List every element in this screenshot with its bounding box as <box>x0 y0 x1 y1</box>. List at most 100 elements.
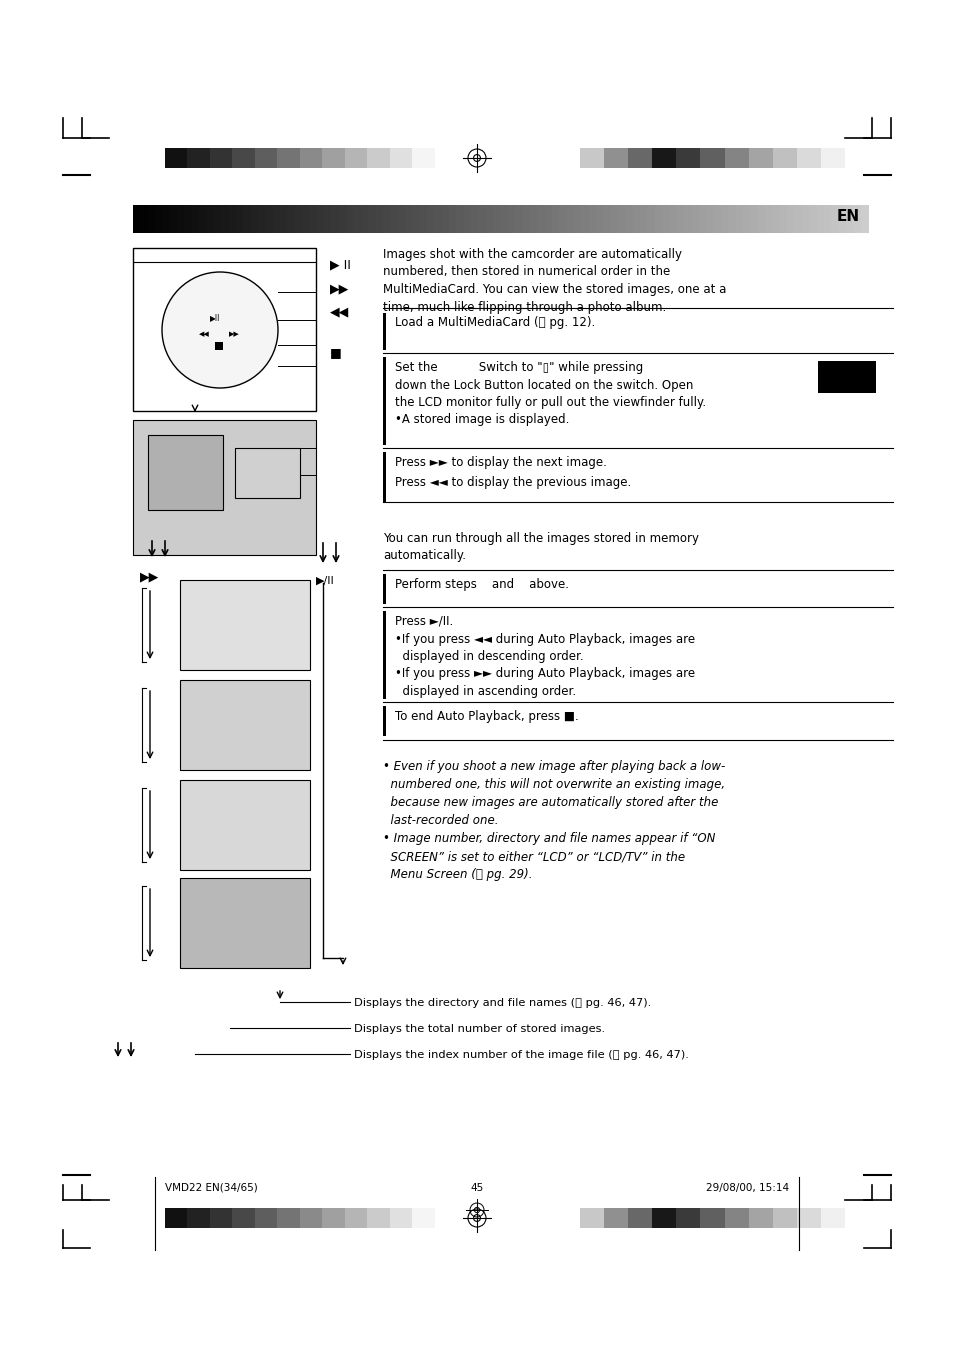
Text: Displays the directory and file names (␃ pg. 46, 47).: Displays the directory and file names (␃… <box>354 998 651 1008</box>
Bar <box>579 149 604 168</box>
Bar <box>852 205 861 232</box>
Text: To end Auto Playback, press ■.: To end Auto Playback, press ■. <box>395 711 578 723</box>
Bar <box>234 449 299 499</box>
Bar <box>210 149 233 168</box>
Bar <box>816 205 824 232</box>
Bar <box>699 205 706 232</box>
Text: Press ►/II.
•If you press ◄◄ during Auto Playback, images are
  displayed in des: Press ►/II. •If you press ◄◄ during Auto… <box>395 615 695 698</box>
Bar <box>647 205 655 232</box>
Bar <box>627 1208 652 1228</box>
Bar <box>700 1208 724 1228</box>
Bar <box>390 205 398 232</box>
Bar <box>170 205 178 232</box>
Circle shape <box>162 272 277 388</box>
Bar <box>322 149 345 168</box>
Bar <box>618 205 626 232</box>
Bar <box>772 149 797 168</box>
Bar <box>796 149 821 168</box>
Bar <box>322 1208 345 1228</box>
Bar <box>838 205 846 232</box>
Bar <box>691 205 700 232</box>
Bar <box>367 1208 390 1228</box>
Bar <box>801 205 809 232</box>
Bar <box>180 580 310 670</box>
Bar <box>165 149 188 168</box>
Bar <box>796 1208 821 1228</box>
Text: ◀◀: ◀◀ <box>198 331 209 336</box>
Text: VMD22 EN(34/65): VMD22 EN(34/65) <box>165 1183 257 1193</box>
Bar <box>375 205 383 232</box>
Text: ▶▶: ▶▶ <box>140 570 159 584</box>
Bar <box>287 205 295 232</box>
Bar <box>199 205 208 232</box>
Text: Set the           Switch to "▯" while pressing
down the Lock Button located on t: Set the Switch to "▯" while pressing dow… <box>395 361 705 427</box>
Bar <box>309 205 317 232</box>
Bar <box>713 205 721 232</box>
Bar <box>427 205 435 232</box>
Bar <box>233 1208 255 1228</box>
Bar <box>639 205 648 232</box>
Bar <box>742 205 751 232</box>
Bar <box>188 149 211 168</box>
Bar <box>404 205 413 232</box>
Bar <box>580 205 589 232</box>
Bar <box>254 149 277 168</box>
Bar <box>485 205 494 232</box>
Bar <box>434 205 442 232</box>
Bar <box>265 205 274 232</box>
Bar <box>277 149 300 168</box>
Bar <box>748 1208 773 1228</box>
Bar <box>786 205 795 232</box>
Bar <box>661 205 670 232</box>
Bar <box>817 361 875 393</box>
Bar <box>302 205 310 232</box>
Bar <box>808 205 817 232</box>
Text: EN: EN <box>836 209 859 224</box>
Bar <box>132 420 315 555</box>
Bar <box>625 205 633 232</box>
Bar <box>233 149 255 168</box>
Bar <box>735 205 743 232</box>
Bar <box>132 205 141 232</box>
Bar <box>727 205 736 232</box>
Bar <box>515 205 523 232</box>
Bar <box>544 205 553 232</box>
Bar <box>165 1208 188 1228</box>
Bar <box>221 205 230 232</box>
Bar <box>627 149 652 168</box>
Bar <box>277 1208 300 1228</box>
Bar <box>162 205 171 232</box>
Bar <box>779 205 787 232</box>
Bar <box>500 205 508 232</box>
Bar <box>683 205 692 232</box>
Bar <box>390 149 413 168</box>
Bar <box>367 149 390 168</box>
Bar <box>676 1208 700 1228</box>
Bar <box>654 205 662 232</box>
Bar <box>830 205 839 232</box>
Bar <box>552 205 559 232</box>
Bar <box>180 680 310 770</box>
Bar <box>764 205 773 232</box>
Bar <box>382 611 386 698</box>
Bar <box>148 205 156 232</box>
Bar <box>354 205 361 232</box>
Bar <box>316 205 325 232</box>
Bar <box>723 1208 748 1228</box>
Bar <box>456 205 464 232</box>
Bar <box>449 205 456 232</box>
Bar <box>382 357 386 444</box>
Bar <box>254 1208 277 1228</box>
Text: Perform steps    and    above.: Perform steps and above. <box>395 578 568 590</box>
Bar <box>210 1208 233 1228</box>
Bar <box>235 205 244 232</box>
Bar <box>299 1208 323 1228</box>
Bar <box>723 149 748 168</box>
Text: ▶▶: ▶▶ <box>330 282 349 295</box>
Bar <box>471 205 479 232</box>
Bar <box>251 205 258 232</box>
Bar <box>382 313 386 350</box>
Bar <box>579 1208 604 1228</box>
Bar <box>820 149 844 168</box>
Bar <box>478 205 486 232</box>
